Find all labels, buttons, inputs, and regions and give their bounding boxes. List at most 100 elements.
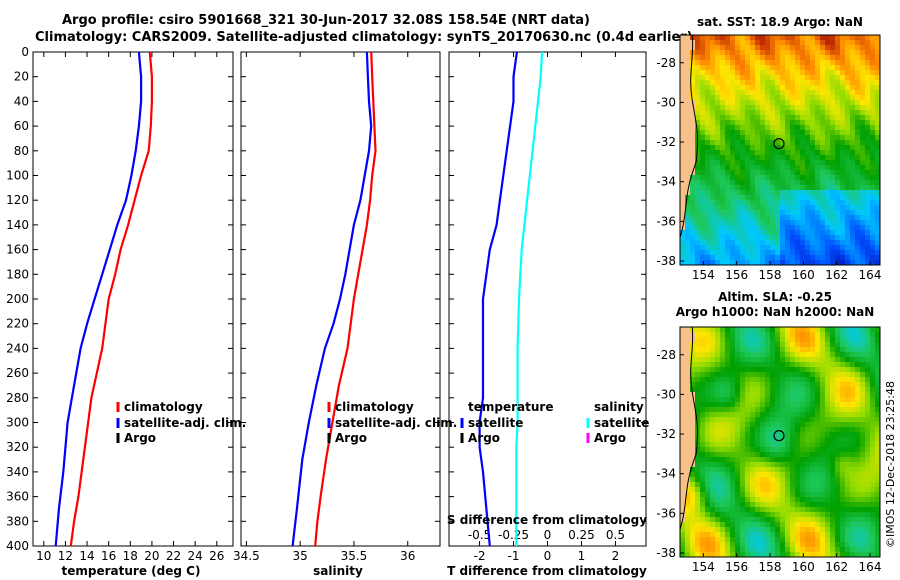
map-cell bbox=[860, 437, 866, 443]
map-cell bbox=[740, 362, 746, 368]
map-cell bbox=[800, 447, 806, 453]
map-cell bbox=[830, 200, 836, 206]
map-cell bbox=[770, 155, 776, 161]
map-cell bbox=[750, 477, 756, 483]
map-cell bbox=[710, 487, 716, 493]
map-cell bbox=[755, 175, 761, 181]
map-cell bbox=[785, 502, 791, 508]
map-cell bbox=[760, 372, 766, 378]
map-cell bbox=[685, 200, 691, 206]
map-cell bbox=[730, 230, 736, 236]
map-cell bbox=[855, 135, 861, 141]
map-cell bbox=[715, 442, 721, 448]
map-cell bbox=[835, 427, 841, 433]
map-cell bbox=[685, 55, 691, 61]
map-cell bbox=[695, 90, 701, 96]
map-cell bbox=[795, 40, 801, 46]
map-cell bbox=[830, 255, 836, 261]
map-cell bbox=[685, 352, 691, 358]
map-cell bbox=[700, 50, 706, 56]
map-cell bbox=[760, 140, 766, 146]
map-cell bbox=[770, 130, 776, 136]
map-cell bbox=[690, 135, 696, 141]
map-cell bbox=[705, 50, 711, 56]
map-cell bbox=[865, 105, 871, 111]
map-cell bbox=[745, 442, 751, 448]
map-cell bbox=[800, 125, 806, 131]
map-cell bbox=[845, 130, 851, 136]
map-cell bbox=[810, 190, 816, 196]
map-cell bbox=[790, 245, 796, 251]
map-cell bbox=[810, 205, 816, 211]
map-cell bbox=[830, 352, 836, 358]
map-cell bbox=[825, 125, 831, 131]
map-cell bbox=[835, 240, 841, 246]
map-cell bbox=[775, 472, 781, 478]
map-cell bbox=[715, 125, 721, 131]
map-cell bbox=[785, 70, 791, 76]
map-cell bbox=[875, 387, 880, 393]
map-cell bbox=[855, 100, 861, 106]
map-cell bbox=[845, 412, 851, 418]
map-cell bbox=[850, 165, 856, 171]
map-cell bbox=[790, 135, 796, 141]
map-cell bbox=[700, 327, 706, 333]
map-cell bbox=[725, 195, 731, 201]
map-cell bbox=[875, 522, 880, 528]
map-cell bbox=[760, 110, 766, 116]
map-cell bbox=[835, 342, 841, 348]
map-cell bbox=[805, 100, 811, 106]
map-cell bbox=[705, 80, 711, 86]
map-cell bbox=[875, 260, 880, 265]
map-cell bbox=[800, 130, 806, 136]
map-cell bbox=[795, 512, 801, 518]
map-cell bbox=[805, 552, 811, 557]
map-cell bbox=[710, 352, 716, 358]
map-cell bbox=[810, 507, 816, 513]
map-cell bbox=[780, 502, 786, 508]
map-cell bbox=[770, 442, 776, 448]
map-cell bbox=[835, 65, 841, 71]
map-cell bbox=[730, 442, 736, 448]
map-cell bbox=[815, 105, 821, 111]
map-cell bbox=[745, 447, 751, 453]
map-cell bbox=[790, 225, 796, 231]
map-cell bbox=[760, 492, 766, 498]
map-cell bbox=[730, 45, 736, 51]
map-cell bbox=[755, 95, 761, 101]
map-cell bbox=[775, 40, 781, 46]
map-cell bbox=[795, 477, 801, 483]
map-cell bbox=[715, 115, 721, 121]
map-cell bbox=[830, 160, 836, 166]
map-cell bbox=[705, 422, 711, 428]
map-cell bbox=[750, 367, 756, 373]
map-cell bbox=[715, 342, 721, 348]
map-cell bbox=[695, 397, 701, 403]
map-cell bbox=[765, 230, 771, 236]
map-cell bbox=[810, 235, 816, 241]
map-cell bbox=[720, 155, 726, 161]
map-cell bbox=[820, 452, 826, 458]
map-cell bbox=[730, 85, 736, 91]
map-cell bbox=[875, 362, 880, 368]
map-cell bbox=[730, 240, 736, 246]
map-cell bbox=[785, 392, 791, 398]
map-cell bbox=[865, 502, 871, 508]
map-cell bbox=[725, 210, 731, 216]
map-cell bbox=[775, 75, 781, 81]
map-cell bbox=[765, 522, 771, 528]
map-cell bbox=[775, 537, 781, 543]
map-cell bbox=[835, 347, 841, 353]
map-cell bbox=[835, 387, 841, 393]
map-cell bbox=[755, 437, 761, 443]
map-cell bbox=[745, 392, 751, 398]
map-cell bbox=[765, 115, 771, 121]
map-cell bbox=[750, 70, 756, 76]
map-cell bbox=[815, 115, 821, 121]
map-cell bbox=[835, 155, 841, 161]
map-cell bbox=[680, 210, 686, 216]
map-cell bbox=[875, 357, 880, 363]
map-cell bbox=[770, 457, 776, 463]
map-cell bbox=[735, 547, 741, 553]
map-cell bbox=[685, 100, 691, 106]
